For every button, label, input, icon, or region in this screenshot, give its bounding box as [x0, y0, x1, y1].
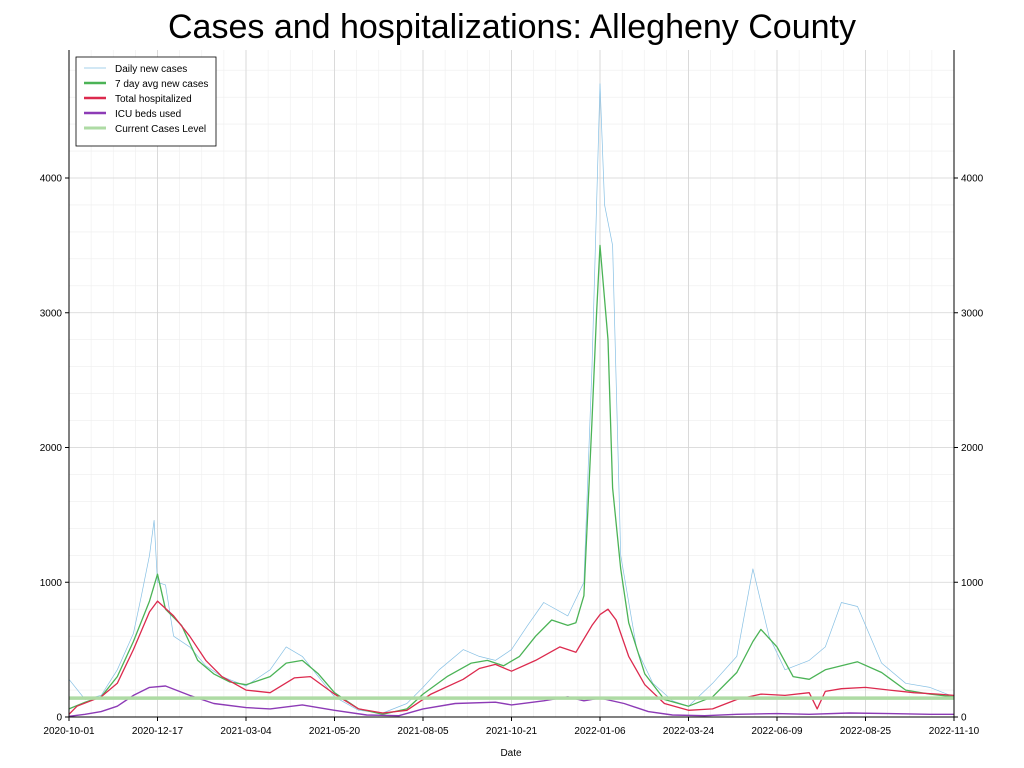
y-tick-label-left: 2000	[40, 443, 63, 454]
y-tick-label-left: 3000	[40, 308, 63, 319]
x-tick-label: 2022-06-09	[751, 726, 803, 737]
x-tick-label: 2021-10-21	[486, 726, 538, 737]
legend-label-0: Daily new cases	[115, 64, 187, 75]
y-tick-label-right: 3000	[961, 308, 984, 319]
x-tick-label: 2020-12-17	[132, 726, 184, 737]
series-line-3	[68, 685, 954, 717]
legend-box	[75, 56, 217, 147]
y-tick-label-left: 1000	[40, 578, 63, 589]
legend-label-2: Total hospitalized	[115, 94, 192, 105]
legend: Daily new cases 7 day avg new cases Total …	[75, 56, 217, 147]
x-tick-label: 2021-03-04	[220, 726, 272, 737]
gridlines	[68, 50, 955, 718]
y-tick-label-right: 1000	[961, 578, 984, 589]
axes: 2020-10-01 2020-12-17 2021-03-04 2021-05-20…	[40, 50, 984, 737]
legend-label-3: ICU beds used	[115, 109, 181, 120]
y-tick-label-left: 0	[56, 713, 62, 724]
x-axis-label: Date	[500, 748, 522, 759]
chart-title: Cases and hospitalizations: Allegheny Co…	[168, 8, 856, 46]
x-tick-label: 2021-08-05	[397, 726, 449, 737]
y-tick-label-left: 4000	[40, 174, 63, 185]
series-layer	[68, 83, 955, 717]
y-tick-label-right: 2000	[961, 443, 984, 454]
series-line-2	[68, 600, 955, 715]
x-tick-label: 2022-08-25	[840, 726, 892, 737]
x-tick-label: 2020-10-01	[43, 726, 95, 737]
legend-label-4: Current Cases Level	[115, 124, 206, 135]
series-line-1	[68, 244, 955, 715]
x-tick-label: 2021-05-20	[309, 726, 361, 737]
x-tick-label: 2022-01-06	[574, 726, 626, 737]
legend-label-1: 7 day avg new cases	[115, 79, 208, 90]
x-tick-label: 2022-03-24	[663, 726, 715, 737]
y-tick-label-right: 4000	[961, 174, 984, 185]
x-tick-label: 2022-11-10	[929, 726, 980, 737]
series-line-0	[68, 83, 955, 714]
y-tick-label-right: 0	[961, 713, 967, 724]
